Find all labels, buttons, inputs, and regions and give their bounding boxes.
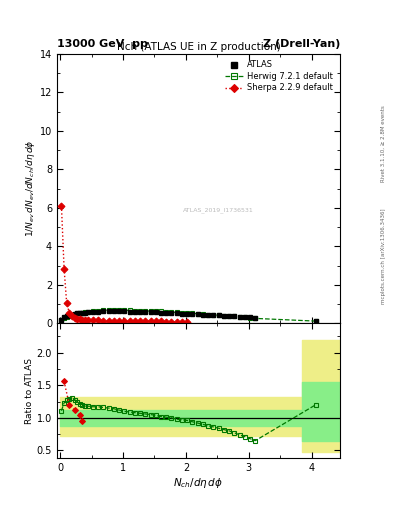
Y-axis label: Ratio to ATLAS: Ratio to ATLAS: [25, 358, 34, 424]
Legend: ATLAS, Herwig 7.2.1 default, Sherpa 2.2.9 default: ATLAS, Herwig 7.2.1 default, Sherpa 2.2.…: [222, 58, 336, 95]
Text: Z (Drell-Yan): Z (Drell-Yan): [263, 38, 340, 49]
Title: Nch (ATLAS UE in Z production): Nch (ATLAS UE in Z production): [117, 41, 280, 52]
X-axis label: $N_{ch}/d\eta\,d\phi$: $N_{ch}/d\eta\,d\phi$: [173, 476, 224, 490]
Text: ATLAS_2019_I1736531: ATLAS_2019_I1736531: [183, 207, 253, 213]
Y-axis label: $1/N_{ev}\,dN_{ev}/dN_{ch}/d\eta\,d\phi$: $1/N_{ev}\,dN_{ev}/dN_{ch}/d\eta\,d\phi$: [24, 140, 37, 238]
Text: Rivet 3.1.10, ≥ 2.8M events: Rivet 3.1.10, ≥ 2.8M events: [381, 105, 386, 182]
Text: 13000 GeV  pp: 13000 GeV pp: [57, 38, 148, 49]
Text: mcplots.cern.ch [arXiv:1306.3436]: mcplots.cern.ch [arXiv:1306.3436]: [381, 208, 386, 304]
